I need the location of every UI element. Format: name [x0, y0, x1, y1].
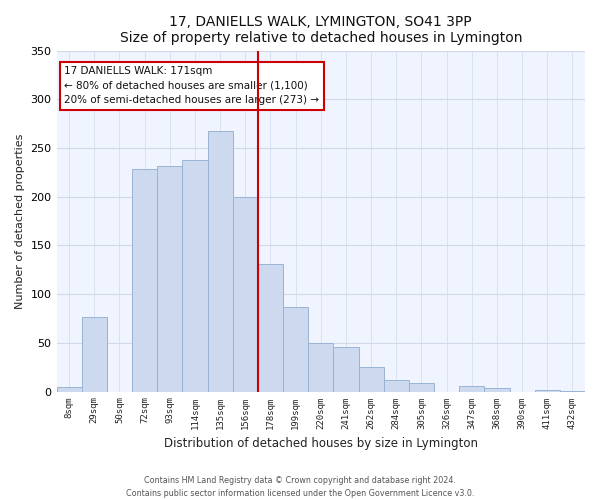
Bar [283, 307, 308, 392]
Bar [409, 383, 434, 392]
Bar [484, 388, 509, 392]
Bar [359, 367, 383, 392]
Bar [560, 390, 585, 392]
X-axis label: Distribution of detached houses by size in Lymington: Distribution of detached houses by size … [164, 437, 478, 450]
Bar [208, 132, 233, 392]
Title: 17, DANIELLS WALK, LYMINGTON, SO41 3PP
Size of property relative to detached hou: 17, DANIELLS WALK, LYMINGTON, SO41 3PP S… [119, 15, 522, 45]
Bar [459, 386, 484, 392]
Bar [334, 346, 359, 392]
Bar [308, 343, 334, 392]
Bar [535, 390, 560, 392]
Y-axis label: Number of detached properties: Number of detached properties [15, 134, 25, 308]
Bar [233, 196, 258, 392]
Bar [82, 316, 107, 392]
Text: Contains HM Land Registry data © Crown copyright and database right 2024.
Contai: Contains HM Land Registry data © Crown c… [126, 476, 474, 498]
Bar [157, 166, 182, 392]
Bar [383, 380, 409, 392]
Bar [56, 386, 82, 392]
Bar [258, 264, 283, 392]
Bar [132, 170, 157, 392]
Bar [182, 160, 208, 392]
Text: 17 DANIELLS WALK: 171sqm
← 80% of detached houses are smaller (1,100)
20% of sem: 17 DANIELLS WALK: 171sqm ← 80% of detach… [64, 66, 319, 106]
